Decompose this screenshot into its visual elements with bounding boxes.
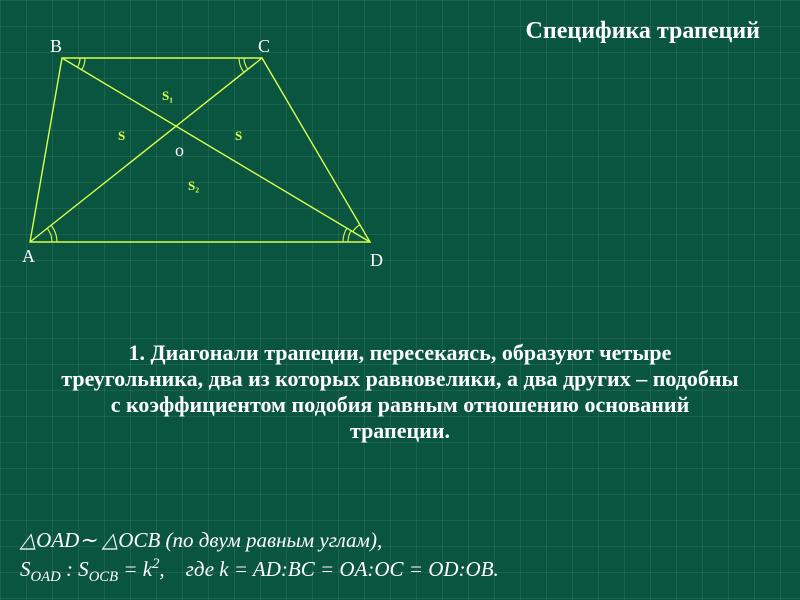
vertex-D: D [370,250,383,271]
vertex-C: C [258,36,270,57]
theorem-body: Диагонали трапеции, пересекаясь, образую… [61,340,738,443]
theorem-text: 1. Диагонали трапеции, пересекаясь, обра… [60,340,740,444]
trapezoid-diagram [10,10,410,290]
vertex-B: B [50,36,62,57]
region-S-right: S [235,128,242,144]
formula-line-2: SOAD : SOCB = k2, где k = AD:BC = OA:OC … [20,556,499,586]
region-S2: S₂ [188,178,199,194]
region-S-left: S [118,128,125,144]
theorem-prefix: 1. [129,340,146,365]
slide-title: Специфика трапеций [526,18,760,45]
region-S1: S₁ [162,88,173,104]
vertex-A: A [22,246,35,267]
vertex-O: о [175,140,184,161]
formula-line-1: △OAD∼ △OCB (по двум равным углам), [20,528,382,553]
